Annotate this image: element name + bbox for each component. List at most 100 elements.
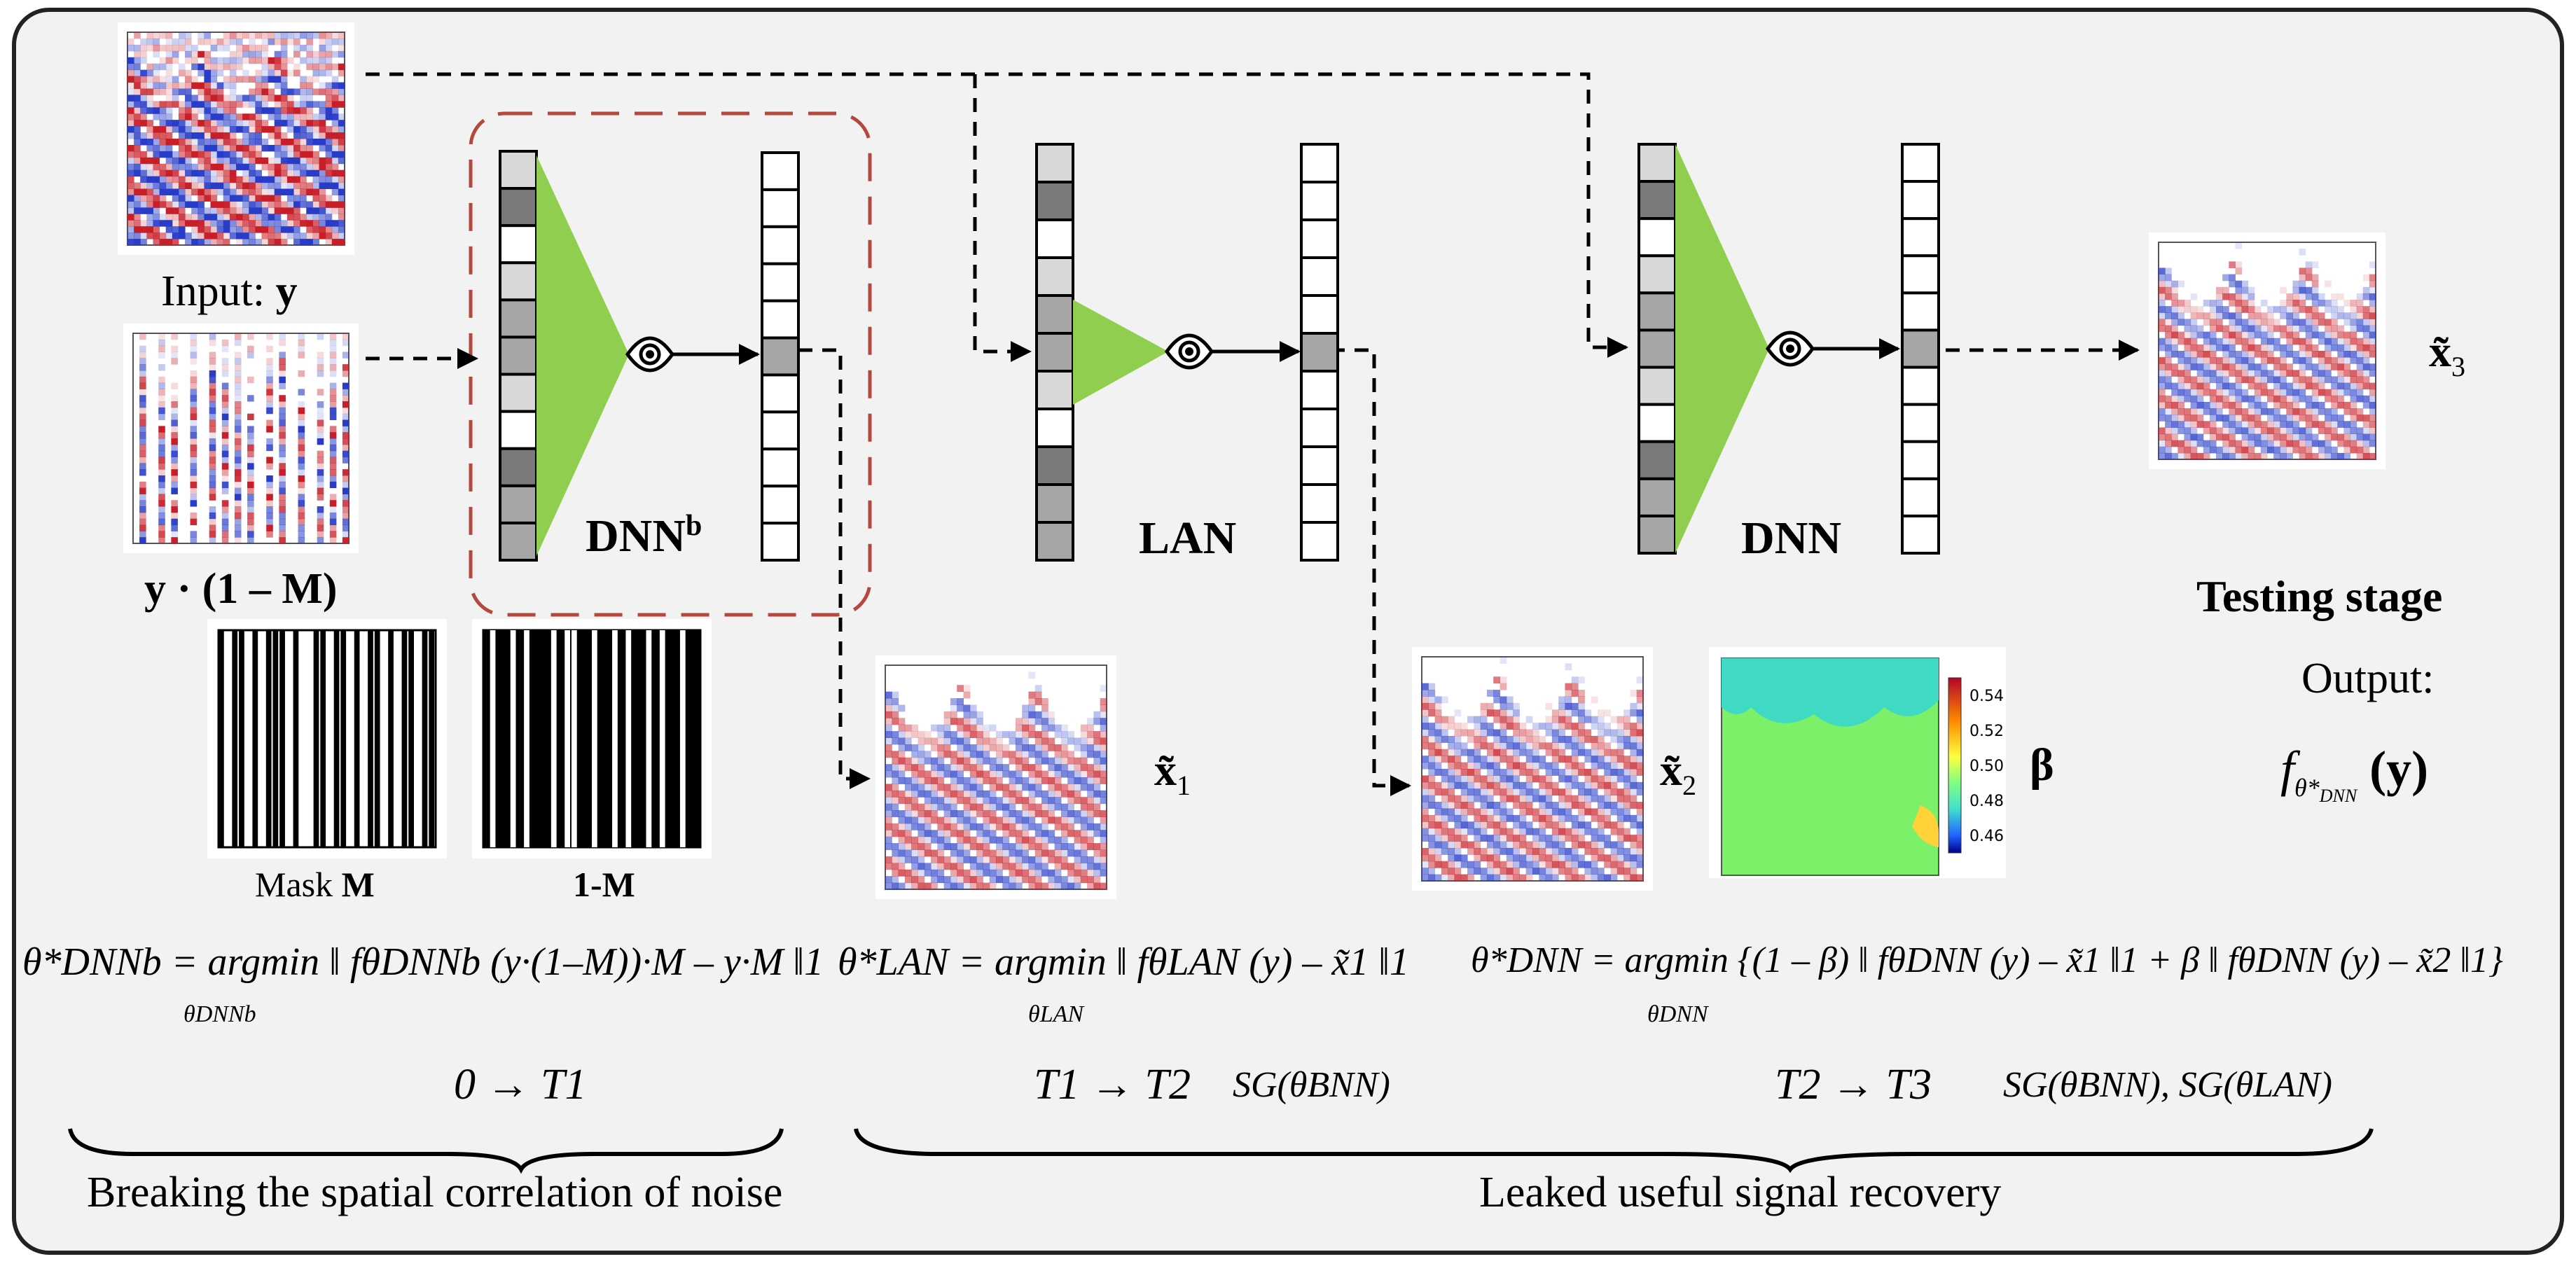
dnn-input-column-cell xyxy=(1637,514,1677,555)
x1-var: x̃ xyxy=(1154,745,1177,795)
dnn-output-column xyxy=(1901,143,1940,555)
stage-range-2: T1 → T2 xyxy=(1034,1061,1191,1108)
colorbar-tick-label: 0.50 xyxy=(1969,758,2004,775)
lan-eye-icon xyxy=(1164,333,1214,370)
mask-m-image xyxy=(207,619,447,858)
beta-colorbar xyxy=(1948,677,1962,854)
dnn-eye-icon-pupil xyxy=(1786,345,1794,353)
dnn-output-column-cell xyxy=(1901,477,1940,517)
dnnb-eye-icon-pupil xyxy=(646,350,654,359)
stage-range-3: T2 → T3 xyxy=(1775,1061,1932,1108)
lan-output-column-cell xyxy=(1300,521,1339,562)
dnnb-output-column-cell xyxy=(761,410,800,451)
dnn-label: DNN xyxy=(1741,513,1841,564)
input-label-var: y xyxy=(275,267,298,315)
mask-label-var: M xyxy=(341,865,375,904)
equation-lan: θ*LAN = argmin ‖ fθLAN (y) – x̃1 ‖1 xyxy=(838,940,1409,984)
dnnb-output-column-cell xyxy=(761,522,800,562)
dnnb-input-column-cell xyxy=(499,447,538,487)
lan-output-column-cell xyxy=(1300,294,1339,335)
lan-triangle xyxy=(1073,300,1168,405)
x2-var: x̃ xyxy=(1660,745,1682,795)
lan-output-column-cell xyxy=(1300,332,1339,373)
colorbar-tick-label: 0.48 xyxy=(1969,793,2004,810)
dnnb-output-column-cell xyxy=(761,336,800,377)
lan-output-column-cell xyxy=(1300,143,1339,183)
masked-input-seismic-image xyxy=(123,324,359,553)
dnnb-input-column-cell xyxy=(499,261,538,302)
beta-hotspot xyxy=(1912,805,1939,847)
lan-input-column-cell xyxy=(1035,521,1074,562)
lan-output-column xyxy=(1300,143,1339,562)
stage-note-3: SG(θBNN), SG(θLAN) xyxy=(2003,1065,2332,1105)
beta-label: β xyxy=(2030,739,2054,791)
input-label-prefix: Input: xyxy=(161,267,265,315)
x1-sub: 1 xyxy=(1177,769,1191,801)
brace-right xyxy=(854,1128,2374,1174)
dnn-input-column-cell xyxy=(1637,143,1677,183)
dnn-input-column-cell xyxy=(1637,403,1677,443)
equation-dnnb-under: θDNNb xyxy=(183,1001,256,1027)
x3-var: x̃ xyxy=(2429,326,2451,376)
equation-lan-under: θLAN xyxy=(1028,1001,1084,1027)
x1-seismic-image xyxy=(875,655,1116,899)
dnn-input-column-cell xyxy=(1637,180,1677,221)
dnn-eye-icon xyxy=(1765,331,1815,367)
dnn-input-column xyxy=(1637,143,1677,555)
thumbnail-layer xyxy=(118,22,2385,899)
brace-left xyxy=(68,1128,784,1174)
dnn-output-column-cell xyxy=(1901,217,1940,258)
lan-input-column-cell xyxy=(1035,370,1074,410)
dnn-input-column-cell xyxy=(1637,477,1677,517)
dnnb-input-column-cell xyxy=(499,298,538,339)
dnnb-output-column-cell xyxy=(761,447,800,488)
dnnb-input-column-cell xyxy=(499,335,538,376)
dnn-output-column-cell xyxy=(1901,143,1940,183)
dnn-triangle xyxy=(1675,144,1769,553)
lan-output-column-cell xyxy=(1300,370,1339,410)
lan-input-column-cell xyxy=(1035,143,1074,183)
x2-label: x̃2 xyxy=(1660,748,1696,800)
dnnb-label: DNNb xyxy=(586,511,702,559)
dnn-output-column-cell xyxy=(1901,254,1940,295)
inverse-mask-label: 1-M xyxy=(573,865,635,904)
lan-input-column-cell xyxy=(1035,256,1074,297)
dnnb-output-column-cell xyxy=(761,262,800,302)
dnnb-input-column-cell xyxy=(499,224,538,265)
equation-dnn: θ*DNN = argmin {(1 – β) ‖ fθDNN (y) – x̃… xyxy=(1471,940,2503,980)
beta-heatmap xyxy=(1709,647,2006,878)
dnnb-input-column-cell xyxy=(499,484,538,524)
dnnb-input-column-cell xyxy=(499,187,538,228)
dnnb-input-column-cell xyxy=(499,373,538,413)
mask-inverse-image xyxy=(472,619,712,858)
dnn-input-column-cell xyxy=(1637,217,1677,258)
dnn-input-column-cell xyxy=(1637,254,1677,295)
input-label: Input: y xyxy=(161,270,298,313)
dnn-input-column-cell xyxy=(1637,366,1677,406)
stage-range-1: 0 → T1 xyxy=(454,1061,587,1108)
dnnb-output-column-cell xyxy=(761,188,800,228)
dnnb-output-column-cell xyxy=(761,373,800,414)
dnnb-input-column xyxy=(499,150,538,562)
equation-dnnb: θ*DNNb = argmin ‖ fθDNNb (y·(1–M))·M – y… xyxy=(22,940,824,984)
x3-sub: 3 xyxy=(2451,350,2465,382)
lan-input-column-cell xyxy=(1035,218,1074,259)
lan-eye-icon-pupil xyxy=(1185,347,1193,356)
dnn-output-column-cell xyxy=(1901,514,1940,555)
masked-input-label: y · (1 – M) xyxy=(144,565,338,613)
x3-label: x̃3 xyxy=(2429,329,2465,381)
dashed-connectors xyxy=(366,72,2140,796)
lan-output-column-cell xyxy=(1300,408,1339,448)
mask-label-prefix: Mask xyxy=(255,865,333,904)
dnn-input-column-cell xyxy=(1637,291,1677,332)
lan-output-column-cell xyxy=(1300,256,1339,297)
lan-input-column-cell xyxy=(1035,294,1074,335)
output-label: Output: xyxy=(2301,655,2435,702)
lan-input-column-cell xyxy=(1035,483,1074,524)
dnnb-input-column-cell xyxy=(499,410,538,450)
stage-note-2: SG(θBNN) xyxy=(1233,1065,1390,1105)
lan-output-column-cell xyxy=(1300,218,1339,259)
lan-output-column-cell xyxy=(1300,181,1339,221)
